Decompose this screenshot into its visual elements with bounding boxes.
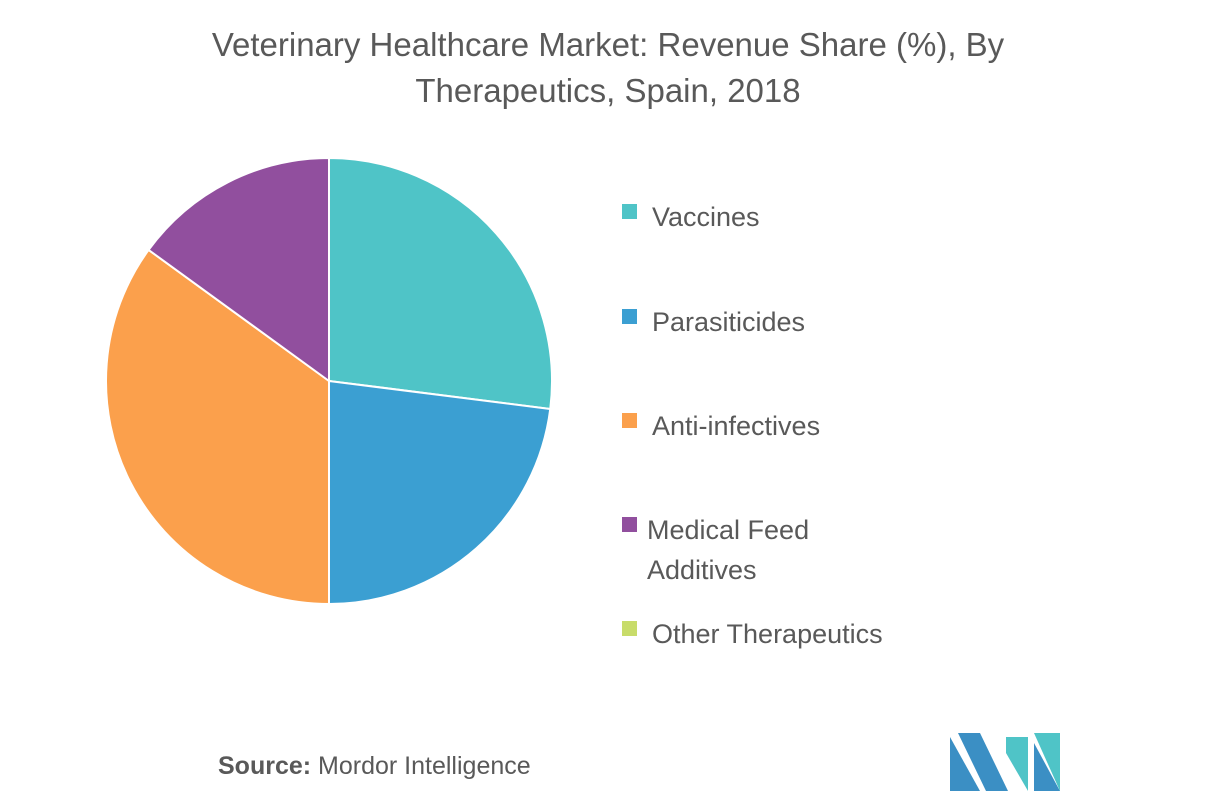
legend-swatch-other-therapeutics xyxy=(622,621,637,636)
legend-swatch-anti-infectives xyxy=(622,413,637,428)
legend-label-parasiticides: Parasiticides xyxy=(652,307,806,337)
legend-item-medical-feed-additives: Medical Feed Additives xyxy=(622,510,877,590)
chart-title-line-2: Therapeutics, Spain, 2018 xyxy=(415,72,801,109)
legend-item-parasiticides: Parasiticides xyxy=(622,302,805,342)
legend-item-other-therapeutics: Other Therapeutics xyxy=(622,614,883,654)
logo-right-shape xyxy=(1034,733,1060,791)
mordor-intelligence-logo-icon xyxy=(950,733,1060,791)
legend-swatch-vaccines xyxy=(622,204,637,219)
logo-left-shape xyxy=(950,737,980,791)
legend-label-medical-feed-additives: Medical Feed Additives xyxy=(647,515,810,585)
legend-swatch-parasiticides xyxy=(622,309,637,324)
logo-right-bar xyxy=(1034,743,1060,791)
logo-mid-shape xyxy=(1006,737,1028,791)
legend-label-vaccines: Vaccines xyxy=(652,202,760,232)
legend-label-other-therapeutics: Other Therapeutics xyxy=(652,619,883,649)
source-text: Mordor Intelligence xyxy=(318,752,531,780)
legend-swatch-medical-feed-additives xyxy=(622,517,637,532)
chart-title: Veterinary Healthcare Market: Revenue Sh… xyxy=(0,22,1216,114)
pie-slice-anti-infectives xyxy=(105,248,330,606)
legend-label-anti-infectives: Anti-infectives xyxy=(652,411,821,441)
legend-item-anti-infectives: Anti-infectives xyxy=(622,406,820,446)
pie-slice-medical-feed-additives xyxy=(147,156,330,383)
pie-slice-vaccines xyxy=(328,156,553,411)
source-note: Source: Mordor Intelligence xyxy=(218,752,531,781)
source-label: Source: xyxy=(218,752,312,780)
logo-left-bar xyxy=(958,733,1008,791)
chart-title-line-1: Veterinary Healthcare Market: Revenue Sh… xyxy=(211,26,1005,63)
legend-item-vaccines: Vaccines xyxy=(622,197,760,237)
pie-slice-parasiticides xyxy=(328,379,552,606)
